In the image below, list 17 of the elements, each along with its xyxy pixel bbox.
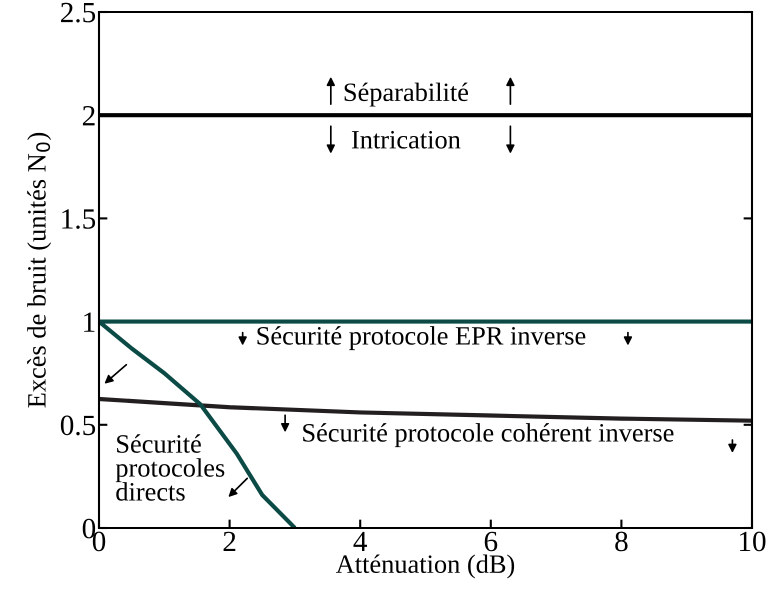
annotation: Séparabilité (344, 82, 468, 107)
annotation: Intrication (352, 130, 460, 149)
x-tick-label: 8 (615, 532, 628, 552)
x-tick-label: 2 (224, 532, 236, 552)
y-tick-label: 1 (84, 312, 94, 332)
annotation: Sécurité protocole EPR inverse (257, 326, 586, 350)
y-tick-label: 0.5 (60, 416, 96, 436)
x-tick-label: 10 (740, 532, 766, 552)
annotation: Sécurité protocoles directs (116, 434, 224, 501)
y-tick-label: 2.5 (61, 2, 96, 23)
x-tick-label: 4 (353, 532, 368, 552)
x-axis-title: Atténuation (dB) (336, 554, 514, 578)
y-axis-title: Excès de bruit (unités N$_{0}$) (27, 132, 52, 408)
x-tick-label: 6 (484, 532, 498, 552)
y-tick-label: 2 (82, 106, 95, 126)
annotation: Sécurité protocole cohérent inverse (303, 423, 674, 448)
y-tick-label: 1.5 (62, 209, 96, 229)
